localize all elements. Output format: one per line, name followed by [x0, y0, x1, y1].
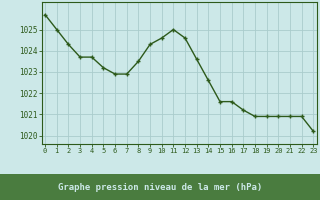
Text: Graphe pression niveau de la mer (hPa): Graphe pression niveau de la mer (hPa) — [58, 182, 262, 192]
